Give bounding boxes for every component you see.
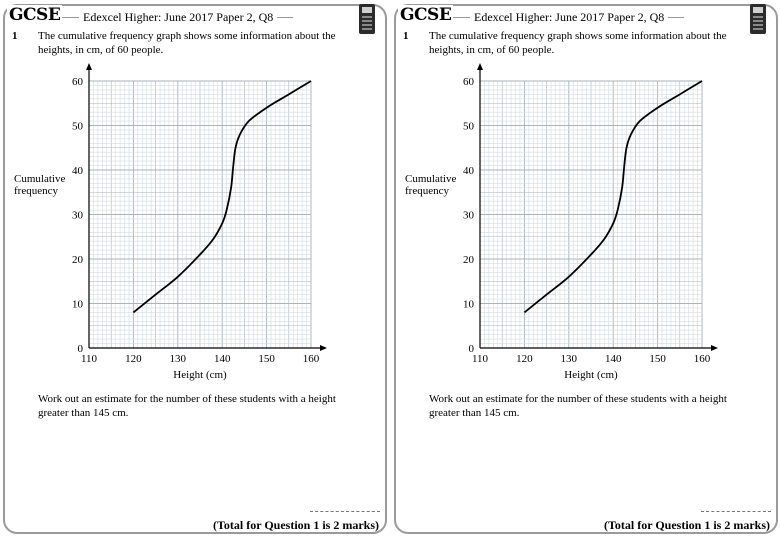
x-tick-label: 120 — [125, 353, 142, 365]
question-task: Work out an estimate for the number of t… — [429, 393, 727, 419]
x-tick-label: 150 — [258, 353, 275, 365]
y-tick-label: 20 — [72, 254, 84, 266]
question-number: 1 — [403, 30, 409, 42]
question-panel-left: GCSE Edexcel Higher: June 2017 Paper 2, … — [3, 4, 387, 534]
total-marks: (Total for Question 1 is 2 marks) — [603, 518, 770, 532]
x-tick-label: 110 — [81, 353, 98, 365]
y-tick-label: 20 — [463, 254, 475, 266]
y-tick-label: 40 — [463, 165, 475, 177]
cumulative-frequency-curve — [523, 80, 703, 314]
question-text: The cumulative frequency graph shows som… — [38, 30, 336, 56]
question-task: Work out an estimate for the number of t… — [38, 393, 336, 419]
gcse-badge: GCSE — [7, 5, 63, 25]
question-number: 1 — [12, 30, 18, 42]
x-tick-label: 160 — [694, 353, 711, 365]
x-tick-label: 130 — [561, 353, 578, 365]
x-tick-label: 110 — [472, 353, 489, 365]
y-tick-label: 0 — [469, 343, 475, 355]
x-axis-arrow — [711, 345, 718, 351]
y-tick-label: 60 — [463, 76, 475, 88]
y-tick-label: 0 — [78, 343, 84, 355]
question-panel-right: GCSE Edexcel Higher: June 2017 Paper 2, … — [394, 4, 778, 534]
y-tick-label: 30 — [463, 210, 475, 222]
cumulative-frequency-graph: 110 120 130 140 150 160 0 10 20 30 40 50 60 Height (c… — [463, 63, 718, 381]
y-axis-label: Cumulative frequency — [14, 173, 66, 197]
x-tick-label: 130 — [170, 353, 187, 365]
gcse-badge: GCSE — [398, 5, 454, 25]
x-tick-label: 160 — [303, 353, 320, 365]
y-axis-arrow — [477, 63, 483, 70]
x-tick-label: 140 — [214, 353, 231, 365]
cumulative-frequency-graph: 110 120 130 140 150 160 0 10 20 30 40 50 60 Height (c… — [72, 63, 327, 381]
y-axis-label: Cumulative frequency — [405, 173, 457, 197]
x-tick-label: 150 — [649, 353, 666, 365]
total-marks: (Total for Question 1 is 2 marks) — [212, 518, 379, 532]
y-tick-label: 60 — [72, 76, 84, 88]
y-tick-label: 40 — [72, 165, 84, 177]
answer-line[interactable] — [310, 511, 380, 512]
x-axis-label: Height (cm) — [173, 369, 227, 381]
y-tick-label: 10 — [72, 299, 84, 311]
x-tick-label: 120 — [516, 353, 533, 365]
y-tick-label: 30 — [72, 210, 84, 222]
question-text: The cumulative frequency graph shows som… — [429, 30, 727, 56]
x-tick-label: 140 — [605, 353, 622, 365]
answer-line[interactable] — [701, 511, 771, 512]
calculator-icon — [359, 4, 375, 34]
y-tick-label: 50 — [463, 121, 475, 133]
x-axis-label: Height (cm) — [564, 369, 618, 381]
cumulative-frequency-curve — [132, 80, 312, 314]
y-tick-label: 50 — [72, 121, 84, 133]
exam-source: Edexcel Higher: June 2017 Paper 2, Q8 — [470, 10, 669, 25]
y-axis-arrow — [86, 63, 92, 70]
exam-source: Edexcel Higher: June 2017 Paper 2, Q8 — [79, 10, 278, 25]
x-axis-arrow — [320, 345, 327, 351]
y-tick-label: 10 — [463, 299, 475, 311]
calculator-icon — [750, 4, 766, 34]
